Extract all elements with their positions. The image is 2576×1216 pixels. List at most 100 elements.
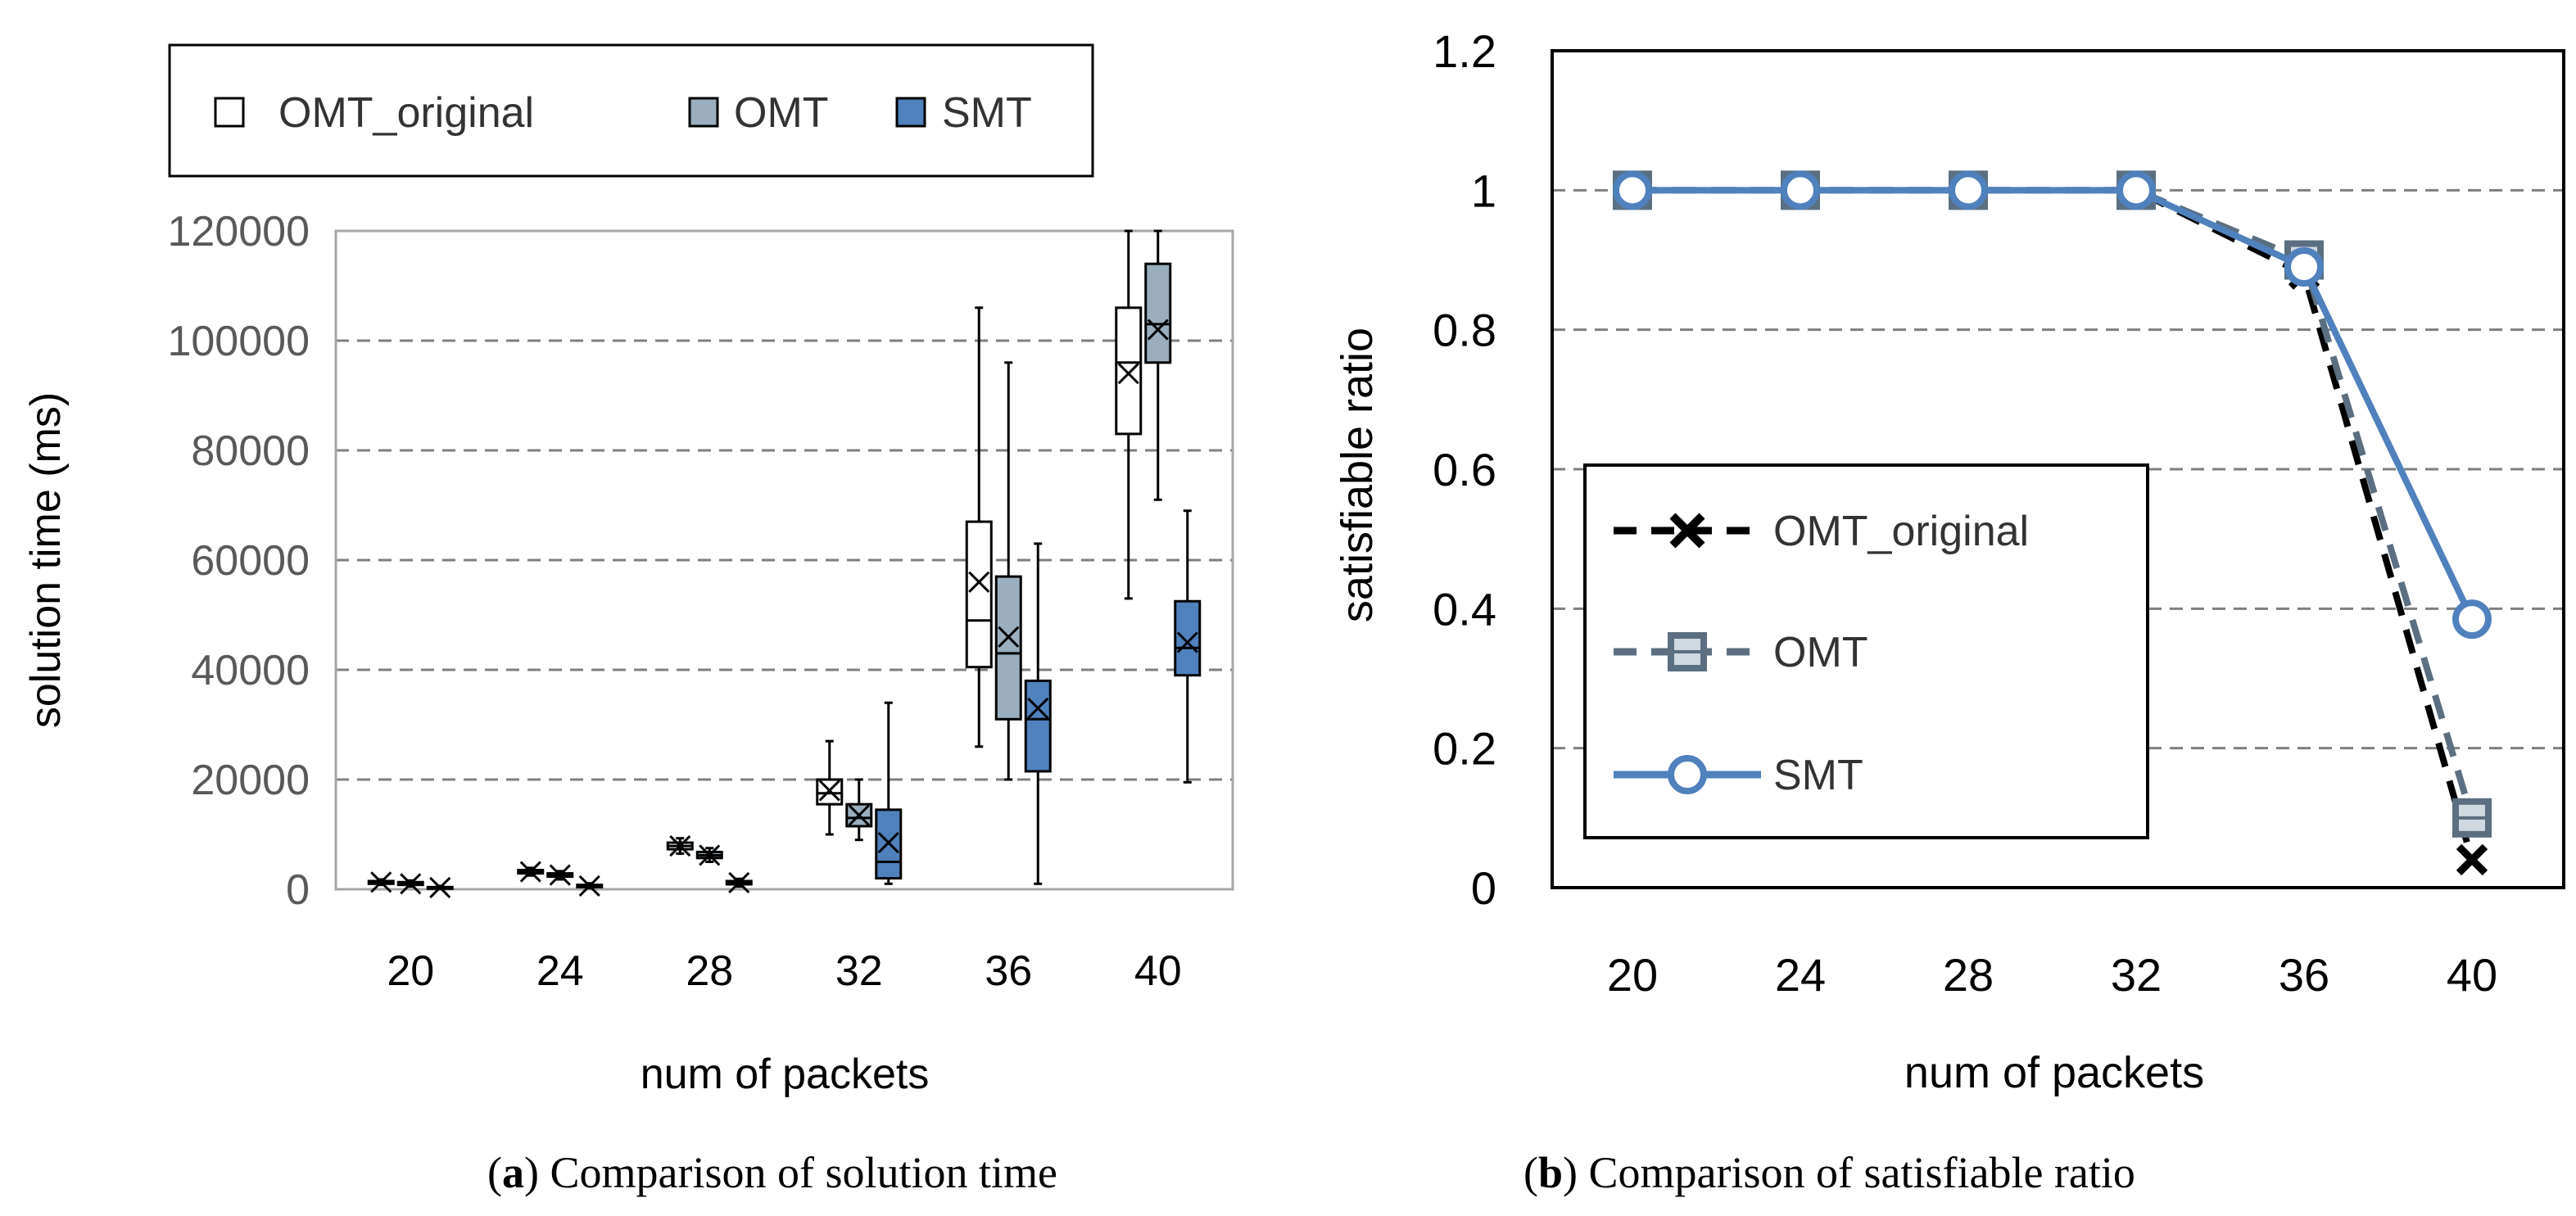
- a-box: [576, 875, 604, 897]
- b-legend-label-smt: SMT: [1773, 752, 1863, 799]
- a-box-mean-marker: [968, 571, 990, 593]
- b-y-tick-label: 0.6: [1433, 444, 1496, 495]
- a-box-body: [965, 520, 993, 669]
- a-legend-label-smt: SMT: [942, 89, 1032, 137]
- a-box: [666, 835, 694, 857]
- a-box: [816, 739, 844, 836]
- a-y-axis-title: solution time (ms): [22, 392, 70, 728]
- a-x-tick-label: 32: [835, 947, 883, 995]
- a-box: [695, 844, 723, 866]
- b-plot-area: [1551, 49, 2565, 889]
- b-y-tick-label: 0: [1471, 862, 1496, 914]
- a-box-mean-marker: [578, 875, 600, 897]
- a-box: [546, 864, 574, 886]
- b-point-marker: [1949, 170, 1988, 210]
- a-y-tick-label: 40000: [191, 647, 310, 694]
- b-y-tick-label: 0.4: [1433, 583, 1496, 635]
- a-y-tick-label: 120000: [167, 208, 310, 255]
- a-box-mean-marker: [400, 873, 422, 895]
- b-legend-marker-omt-original: [1669, 513, 1705, 549]
- a-y-tick-label: 100000: [167, 318, 310, 365]
- b-legend-marker-smt: [1668, 755, 1707, 794]
- a-box: [396, 873, 424, 895]
- a-box-body: [875, 808, 903, 880]
- b-legend: OMT_original OMT SMT: [1583, 463, 2149, 839]
- a-gridlines: [336, 229, 1233, 781]
- a-box-body: [1174, 599, 1202, 677]
- a-box: [1115, 229, 1143, 600]
- b-point-marker: [2116, 170, 2156, 210]
- a-box-body: [1024, 679, 1052, 773]
- a-x-axis-title: num of packets: [641, 1051, 930, 1098]
- a-x-tick-label: 20: [387, 947, 434, 995]
- a-x-tick-label: 40: [1134, 947, 1182, 995]
- b-x-tick-label: 36: [2279, 949, 2329, 1001]
- a-box-mean-marker: [818, 780, 840, 802]
- panel-a: 0 20000 40000 60000 80000 100000 120000 20 24 28…: [22, 43, 1234, 1197]
- b-x-tick-labels: 20 24 28 32 36 40: [1607, 949, 2497, 1001]
- b-x-tick-label: 40: [2447, 949, 2497, 1001]
- a-box-mean-marker: [429, 876, 451, 899]
- a-box: [875, 701, 903, 885]
- a-y-tick-label: 20000: [191, 757, 310, 804]
- b-gridlines: [1552, 188, 2564, 750]
- b-y-tick-label: 1: [1471, 165, 1496, 216]
- a-box-mean-marker: [998, 626, 1020, 648]
- b-x-tick-label: 24: [1775, 949, 1826, 1001]
- b-legend-label-omt-original: OMT_original: [1773, 508, 2029, 555]
- a-legend-swatch-omt: [688, 97, 719, 128]
- a-y-tick-label: 0: [286, 866, 310, 914]
- a-box-body: [1115, 306, 1143, 436]
- a-y-tick-labels: 0 20000 40000 60000 80000 100000 120000: [167, 208, 310, 914]
- a-x-tick-label: 28: [686, 947, 733, 995]
- a-box: [1024, 542, 1052, 885]
- b-x-tick-label: 28: [1943, 949, 1994, 1001]
- a-plot-area: [334, 229, 1234, 891]
- b-y-axis-title: satisfiable ratio: [1333, 328, 1382, 622]
- b-point-marker: [1781, 170, 1820, 210]
- b-point-marker: [2284, 247, 2324, 287]
- a-box-mean-marker: [519, 861, 541, 883]
- a-x-tick-labels: 20 24 28 32 36 40: [387, 947, 1181, 995]
- a-legend-box: [168, 43, 1094, 178]
- panel-b: 0 0.2 0.4 0.6 0.8 1 1.2 20 24 28 32 36 40 satisfiab…: [1333, 25, 2565, 1197]
- a-box-mean-marker: [728, 871, 750, 894]
- b-x-tick-label: 20: [1607, 949, 1658, 1001]
- b-caption: (b) Comparison of satisfiable ratio: [1523, 1148, 2135, 1197]
- b-point-marker: [2452, 599, 2492, 640]
- a-box-mean-marker: [848, 804, 870, 826]
- a-box-body: [994, 575, 1022, 721]
- a-box-mean-marker: [1027, 697, 1049, 719]
- a-box-mean-marker: [549, 864, 571, 886]
- a-y-tick-label: 60000: [191, 537, 310, 585]
- a-box-mean-marker: [669, 835, 691, 857]
- a-box: [426, 876, 454, 899]
- b-point-marker: [1613, 170, 1652, 210]
- b-point-marker: [2452, 798, 2492, 838]
- b-y-tick-label: 0.8: [1433, 305, 1496, 356]
- a-caption: (a) Comparison of solution time: [487, 1148, 1057, 1197]
- a-box-mean-marker: [1117, 363, 1139, 385]
- b-legend-label-omt: OMT: [1773, 629, 1868, 676]
- a-box: [517, 861, 545, 883]
- a-box-mean-marker: [1176, 631, 1198, 653]
- a-y-tick-label: 80000: [191, 427, 310, 475]
- a-box-series: [367, 229, 1202, 899]
- b-caption-text: Comparison of satisfiable ratio: [1589, 1148, 2135, 1197]
- a-caption-label: a: [502, 1148, 524, 1197]
- a-series-omt: [396, 229, 1172, 895]
- a-box: [725, 871, 753, 894]
- b-x-axis-title: num of packets: [1904, 1048, 2204, 1097]
- b-y-tick-label: 0.2: [1433, 723, 1496, 775]
- a-box-mean-marker: [699, 844, 721, 866]
- b-point-marker: [2456, 843, 2488, 876]
- b-line-series: [1613, 170, 2492, 876]
- a-legend-swatch-smt: [895, 97, 926, 128]
- b-y-tick-label: 1.2: [1433, 25, 1496, 77]
- a-legend-label-omt-original: OMT_original: [278, 89, 534, 137]
- a-legend: OMT_original OMT SMT: [168, 43, 1094, 178]
- a-legend-swatch-omt-original: [214, 97, 245, 128]
- b-caption-label: b: [1538, 1148, 1563, 1197]
- a-caption-text: Comparison of solution time: [550, 1148, 1057, 1197]
- b-series-smt: [1613, 170, 2492, 640]
